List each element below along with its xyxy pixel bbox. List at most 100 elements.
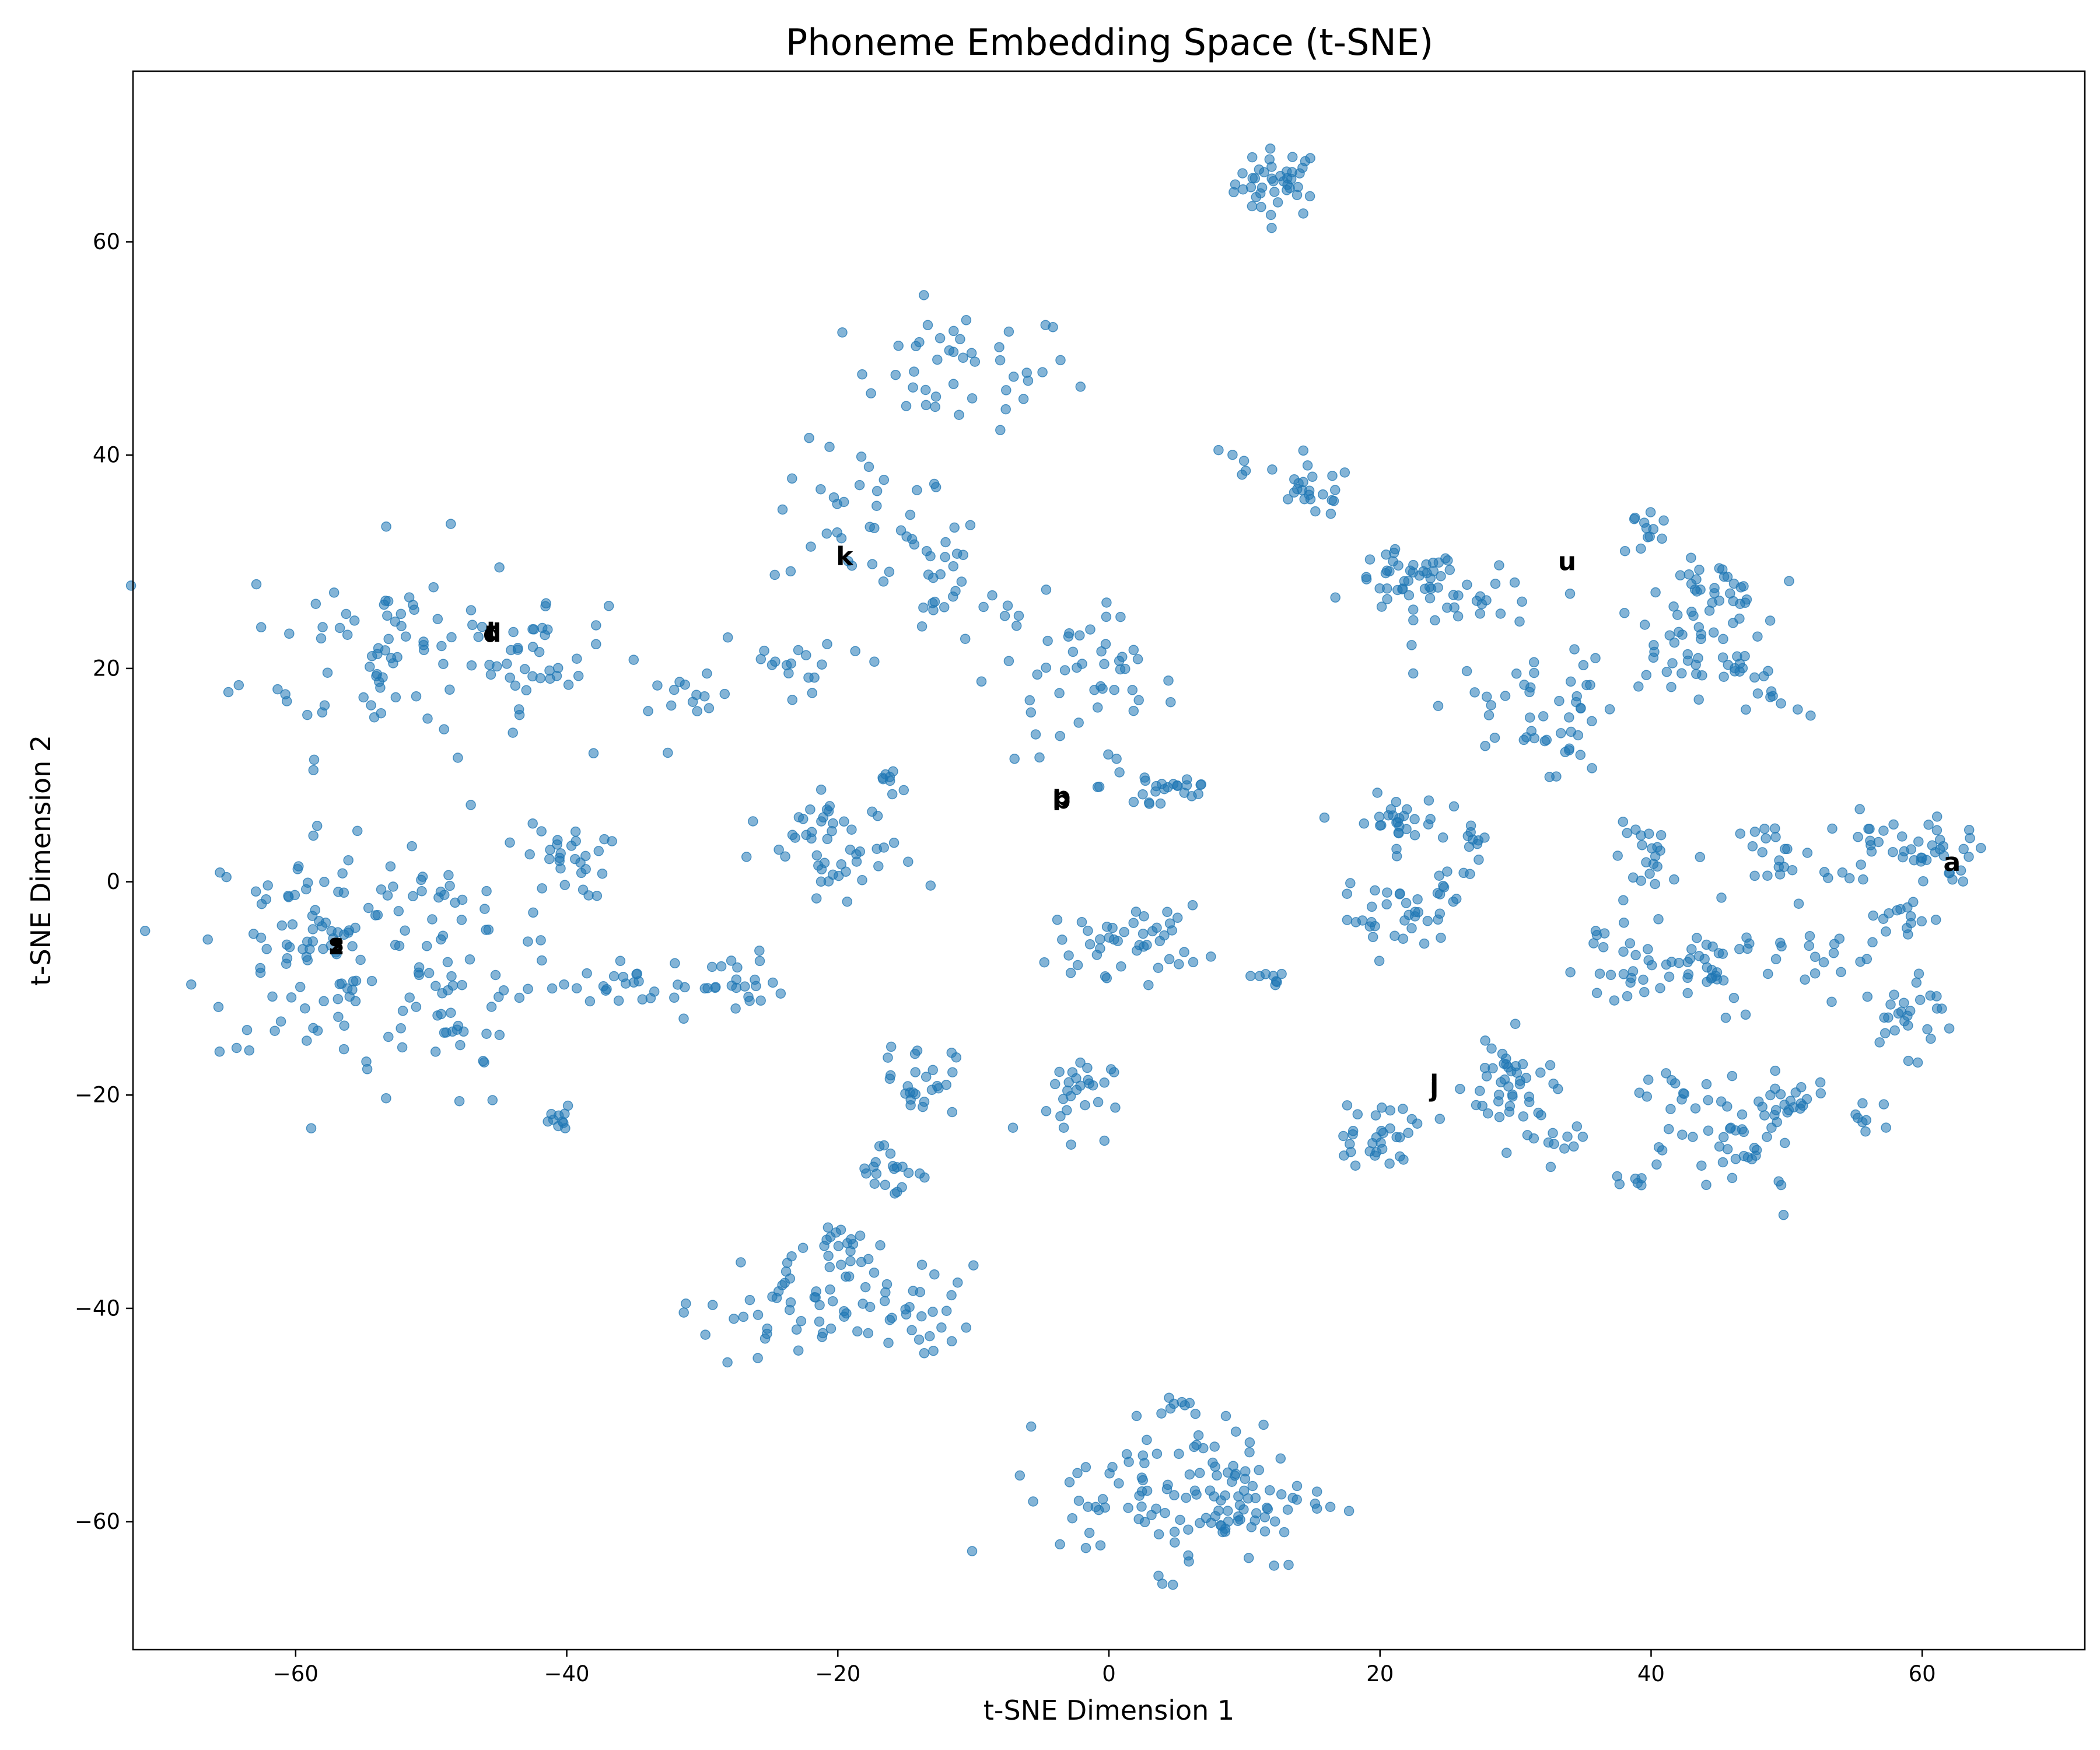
data-point [508, 727, 518, 738]
data-point [832, 499, 842, 509]
data-point [186, 979, 197, 990]
data-point [816, 784, 827, 795]
data-point [598, 981, 609, 992]
data-point [1619, 545, 1630, 556]
data-point [632, 968, 642, 979]
data-point [769, 569, 780, 580]
data-point [413, 967, 424, 978]
data-point [850, 646, 860, 656]
data-point [1364, 554, 1376, 565]
data-point [881, 1279, 892, 1290]
data-point [903, 1167, 914, 1178]
data-point [1370, 1110, 1381, 1121]
data-point [1490, 578, 1501, 589]
data-point [570, 826, 581, 837]
data-point [828, 818, 838, 829]
data-point [1591, 988, 1602, 999]
data-point [1166, 696, 1176, 708]
data-point [787, 695, 798, 705]
data-point [950, 586, 961, 596]
data-point [987, 590, 998, 601]
data-point [275, 1016, 286, 1027]
data-point [1917, 853, 1927, 863]
data-point [261, 894, 271, 905]
data-point [1084, 1528, 1095, 1538]
data-point [1793, 898, 1804, 909]
data-point [816, 484, 826, 495]
data-point [1644, 869, 1655, 879]
data-point [1880, 1028, 1891, 1038]
data-point [373, 643, 384, 653]
data-point [1343, 1506, 1354, 1517]
data-point [1776, 941, 1787, 952]
data-point [1245, 971, 1256, 981]
data-point [536, 826, 547, 836]
data-point [1157, 1578, 1168, 1589]
data-point [930, 391, 942, 402]
data-point [1559, 1143, 1570, 1154]
data-point [867, 559, 878, 569]
data-point [1667, 658, 1678, 668]
data-point [1307, 471, 1318, 482]
data-point [1342, 888, 1352, 899]
data-point [1345, 1139, 1355, 1149]
data-point [584, 996, 596, 1007]
data-point [427, 914, 438, 925]
data-point [416, 886, 427, 897]
data-point [1853, 832, 1863, 842]
data-point [1131, 1410, 1142, 1422]
data-point [428, 582, 439, 593]
data-point [1481, 691, 1492, 702]
data-point [1588, 938, 1599, 949]
data-point [1109, 684, 1119, 695]
data-point [1283, 1559, 1294, 1570]
data-point [352, 825, 363, 836]
data-point [582, 968, 592, 979]
data-point [1666, 957, 1677, 967]
data-point [555, 863, 566, 874]
data-point [863, 461, 874, 473]
y-tick-label: −40 [75, 1296, 120, 1321]
data-point [1765, 692, 1776, 702]
data-point [1153, 963, 1164, 973]
data-point [842, 896, 853, 907]
data-point [1538, 711, 1549, 722]
data-point [1026, 1421, 1037, 1432]
data-point [811, 893, 822, 904]
data-point [1622, 828, 1632, 838]
data-point [456, 915, 467, 925]
data-point [1423, 795, 1434, 806]
data-point [1717, 652, 1728, 663]
data-point [1837, 867, 1848, 878]
data-point [1566, 726, 1576, 737]
data-point [1889, 1025, 1900, 1036]
data-point [726, 956, 737, 966]
data-point [464, 954, 475, 965]
data-point [1458, 867, 1469, 878]
data-point [748, 816, 758, 827]
data-point [774, 844, 784, 855]
data-point [729, 1313, 739, 1324]
data-point [1815, 1077, 1826, 1088]
data-point [382, 610, 393, 621]
data-point [295, 982, 306, 992]
data-point [1147, 926, 1158, 937]
data-point [1230, 179, 1241, 190]
data-point [1103, 749, 1114, 760]
data-point [1716, 892, 1727, 903]
data-point [1701, 1180, 1712, 1191]
data-point [1391, 851, 1402, 862]
data-point [768, 977, 778, 988]
data-point [1375, 820, 1385, 831]
data-point [466, 605, 477, 615]
data-point [1293, 478, 1304, 489]
data-point [760, 1333, 771, 1344]
data-point [362, 1064, 373, 1074]
data-point [1548, 1128, 1558, 1139]
data-point [1143, 979, 1154, 991]
data-point [1727, 1070, 1738, 1082]
data-point [958, 352, 968, 363]
data-point [1861, 954, 1873, 964]
data-point [1931, 825, 1943, 836]
data-point [1529, 667, 1539, 678]
